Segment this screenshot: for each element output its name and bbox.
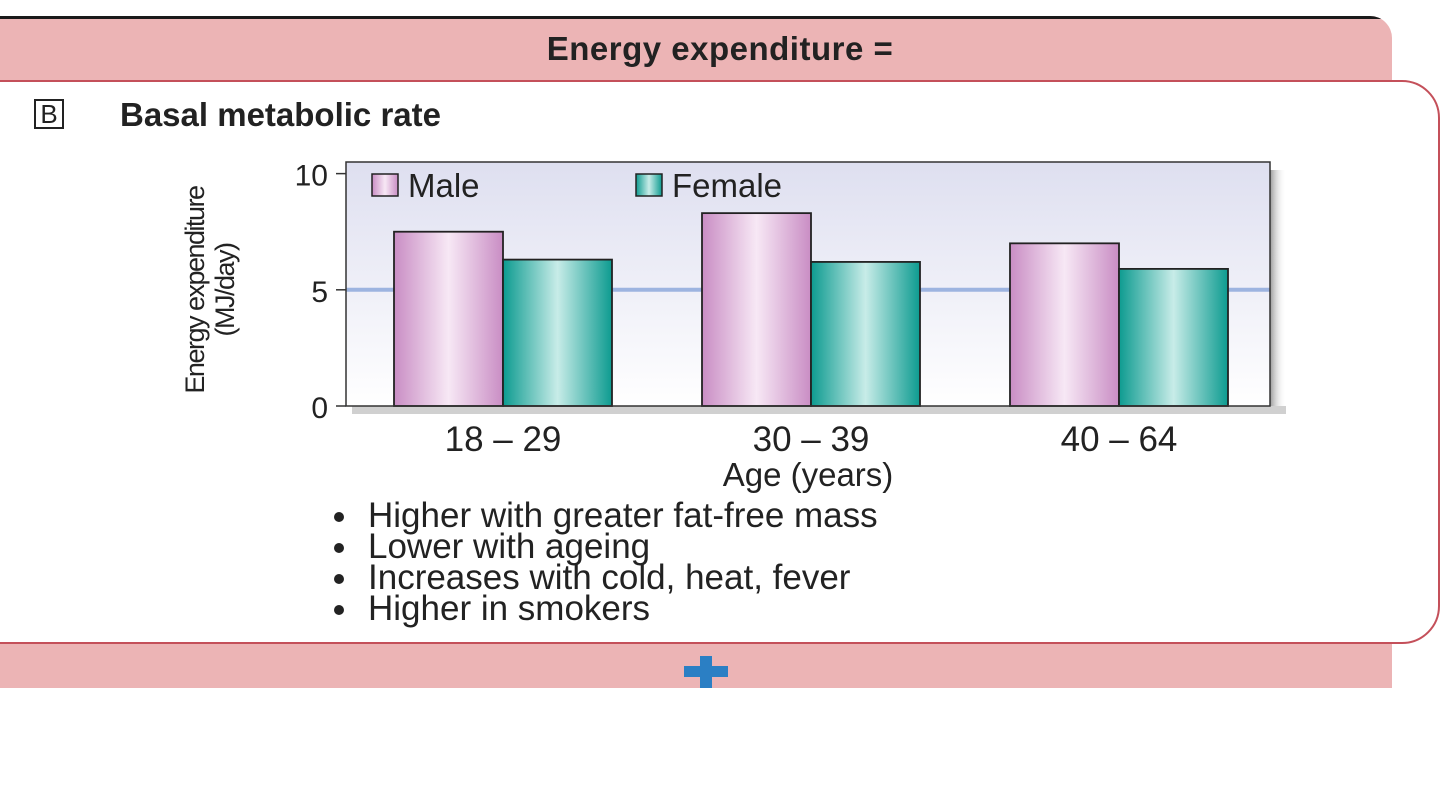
y-tick-label: 5	[311, 276, 328, 309]
male-bar	[701, 212, 812, 407]
female-bar	[810, 261, 921, 407]
bullet-dot	[334, 605, 344, 615]
section-letter-box: B	[34, 99, 64, 129]
bullet-text: Higher with greater fat-free mass	[368, 496, 878, 535]
bullet-text: Higher in smokers	[368, 589, 651, 628]
male-bar	[1009, 242, 1120, 407]
x-tick-label: 30 – 39	[753, 420, 870, 459]
bullet-text: Lower with ageing	[368, 527, 651, 566]
x-tick-label: 18 – 29	[445, 420, 562, 459]
y-tick-label: 0	[311, 392, 328, 425]
female-legend-label: Female	[672, 167, 782, 204]
bullet-item: Higher with greater fat-free mass	[328, 498, 878, 533]
plus-icon	[684, 656, 728, 688]
plot-shadow-bottom	[352, 406, 1286, 414]
bullet-dot	[334, 574, 344, 584]
bullet-dot	[334, 512, 344, 522]
y-tick-label: 10	[295, 160, 328, 193]
male-bar	[393, 230, 504, 407]
panel-top-border	[0, 16, 1392, 19]
female-bar	[502, 258, 613, 407]
page-title: Energy expenditure =	[546, 30, 894, 67]
bullet-text: Increases with cold, heat, fever	[368, 558, 851, 597]
bullet-item: Increases with cold, heat, fever	[328, 560, 878, 595]
bmr-facts-list: Higher with greater fat-free mass Lower …	[328, 498, 878, 626]
plot-shadow	[1270, 170, 1286, 414]
plot-frame	[345, 161, 1271, 407]
x-axis-label: Age (years)	[723, 456, 894, 493]
bullet-item: Higher in smokers	[328, 591, 878, 626]
female-legend-swatch	[635, 173, 663, 197]
bullet-dot	[334, 543, 344, 553]
bullet-item: Lower with ageing	[328, 529, 878, 564]
male-legend-label: Male	[408, 167, 480, 204]
section-title: Basal metabolic rate	[120, 96, 441, 133]
male-legend-swatch	[371, 173, 399, 197]
x-tick-label: 40 – 64	[1061, 420, 1178, 459]
female-bar	[1118, 267, 1229, 407]
